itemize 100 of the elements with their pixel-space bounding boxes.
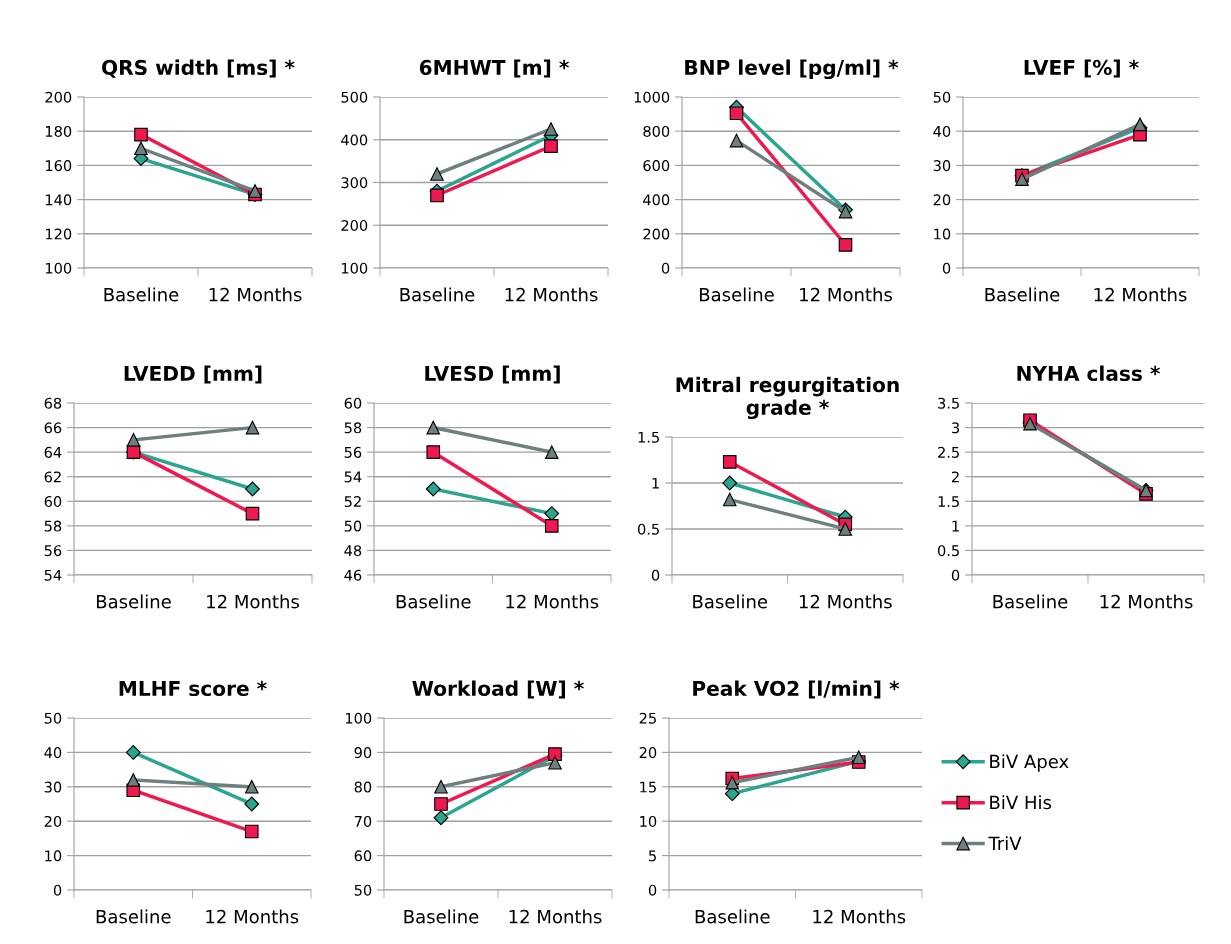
chart-title: LVESD [mm] bbox=[425, 365, 560, 384]
point bbox=[1015, 172, 1029, 186]
y-tick-label: 20 bbox=[639, 747, 657, 759]
y-tick-label: 80 bbox=[354, 781, 372, 793]
x-tick-label: 12 Months bbox=[1094, 287, 1187, 302]
y-tick-label: 40 bbox=[933, 125, 951, 137]
x-tick-label: 12 Months bbox=[506, 594, 599, 609]
point bbox=[245, 506, 260, 521]
x-tick-label: Baseline bbox=[396, 594, 471, 609]
y-tick-label: 10 bbox=[640, 815, 657, 827]
y-tick-label: 70 bbox=[354, 815, 372, 827]
legend-label: BiV His bbox=[990, 795, 1052, 810]
x-tick-label: Baseline bbox=[985, 287, 1060, 302]
point bbox=[544, 139, 558, 153]
y-tick-label: 400 bbox=[341, 134, 368, 146]
y-tick-label: 2.5 bbox=[938, 446, 959, 458]
x-tick-label: 12 Months bbox=[206, 909, 299, 924]
y-tick-label: 60 bbox=[354, 850, 372, 862]
y-tick-label: 0.5 bbox=[937, 545, 959, 557]
y-tick-label: 10 bbox=[934, 228, 951, 240]
y-tick-label: 0 bbox=[661, 262, 670, 274]
y-tick-label: 54 bbox=[344, 471, 362, 483]
y-tick-label: 3.5 bbox=[938, 397, 959, 409]
y-tick-label: 1.5 bbox=[638, 431, 659, 443]
point bbox=[725, 775, 740, 790]
y-tick-label: 200 bbox=[341, 219, 368, 231]
point bbox=[430, 188, 444, 203]
point bbox=[434, 779, 448, 794]
y-tick-label: 800 bbox=[643, 125, 670, 137]
y-tick-label: 1.5 bbox=[938, 496, 959, 508]
point bbox=[134, 127, 148, 142]
x-tick-label: Baseline bbox=[404, 909, 479, 924]
chart-title: LVEDD [mm] bbox=[124, 365, 262, 384]
y-tick-label: 200 bbox=[643, 228, 670, 240]
chart-title: Peak VO2 [l/min] * bbox=[693, 680, 900, 699]
y-tick-label: 66 bbox=[44, 422, 62, 434]
point bbox=[245, 420, 260, 435]
point bbox=[729, 106, 744, 121]
y-tick-label: 52 bbox=[344, 496, 361, 508]
y-tick-label: 56 bbox=[344, 446, 362, 458]
legend-label: BiV Apex bbox=[990, 754, 1069, 772]
x-tick-label: 12 Months bbox=[1100, 594, 1193, 609]
y-tick-label: 10 bbox=[45, 850, 62, 862]
point bbox=[125, 744, 141, 760]
y-tick-label: 3 bbox=[952, 422, 960, 434]
x-tick-label: Baseline bbox=[400, 287, 475, 302]
chart-title: QRS width [ms] * bbox=[102, 59, 295, 78]
x-tick-label: Baseline bbox=[700, 287, 774, 302]
y-tick-label: 120 bbox=[45, 228, 72, 240]
y-tick-label: 50 bbox=[933, 91, 951, 103]
point bbox=[426, 420, 441, 435]
chart-title: BNP level [pg/ml] * bbox=[685, 59, 899, 80]
point bbox=[544, 519, 559, 533]
y-tick-label: 180 bbox=[45, 125, 72, 137]
y-tick-label: 64 bbox=[44, 446, 62, 458]
y-tick-label: 0.5 bbox=[637, 523, 659, 535]
point bbox=[544, 122, 558, 136]
y-tick-label: 60 bbox=[44, 496, 62, 508]
x-tick-label: 12 Months bbox=[207, 594, 299, 609]
x-tick-label: Baseline bbox=[693, 594, 768, 609]
y-tick-label: 600 bbox=[643, 160, 670, 172]
point bbox=[1133, 117, 1147, 132]
y-tick-label: 140 bbox=[45, 194, 72, 206]
y-tick-label: 1 bbox=[952, 520, 959, 532]
point bbox=[245, 481, 260, 497]
chart-title: Workload [W] * bbox=[412, 680, 584, 699]
y-tick-label: 50 bbox=[344, 520, 362, 532]
chart-title: NYHA class * bbox=[1017, 365, 1161, 382]
y-tick-label: 46 bbox=[344, 569, 362, 581]
y-tick-label: 62 bbox=[44, 471, 61, 483]
y-tick-label: 2 bbox=[951, 471, 959, 483]
x-tick-label: 12 Months bbox=[509, 909, 602, 924]
y-tick-label: 300 bbox=[341, 177, 368, 189]
y-tick-label: 0 bbox=[648, 884, 657, 896]
point bbox=[425, 481, 441, 497]
legend-label: TriV bbox=[988, 836, 1022, 850]
point bbox=[244, 824, 259, 839]
y-tick-label: 25 bbox=[639, 712, 656, 724]
point bbox=[729, 133, 744, 148]
y-tick-label: 1 bbox=[652, 477, 659, 489]
point bbox=[244, 796, 260, 812]
y-tick-label: 100 bbox=[341, 262, 368, 274]
y-tick-label: 20 bbox=[933, 194, 951, 206]
point bbox=[838, 522, 853, 536]
chart-title: MLHF score * bbox=[119, 680, 267, 697]
y-tick-label: 90 bbox=[354, 747, 372, 759]
y-tick-label: 400 bbox=[643, 194, 670, 206]
y-tick-label: 0 bbox=[951, 569, 960, 581]
chart-title: LVEF [%] * bbox=[1024, 59, 1139, 78]
point bbox=[126, 433, 141, 447]
point bbox=[134, 141, 148, 156]
point bbox=[430, 167, 444, 181]
x-tick-label: Baseline bbox=[96, 909, 171, 924]
x-tick-label: Baseline bbox=[104, 287, 179, 302]
x-tick-label: 12 Months bbox=[813, 909, 906, 924]
y-tick-label: 30 bbox=[933, 160, 951, 172]
x-tick-label: Baseline bbox=[97, 594, 171, 609]
y-tick-label: 50 bbox=[354, 884, 372, 896]
x-tick-label: 12 Months bbox=[799, 594, 892, 609]
y-tick-label: 0 bbox=[651, 569, 660, 581]
